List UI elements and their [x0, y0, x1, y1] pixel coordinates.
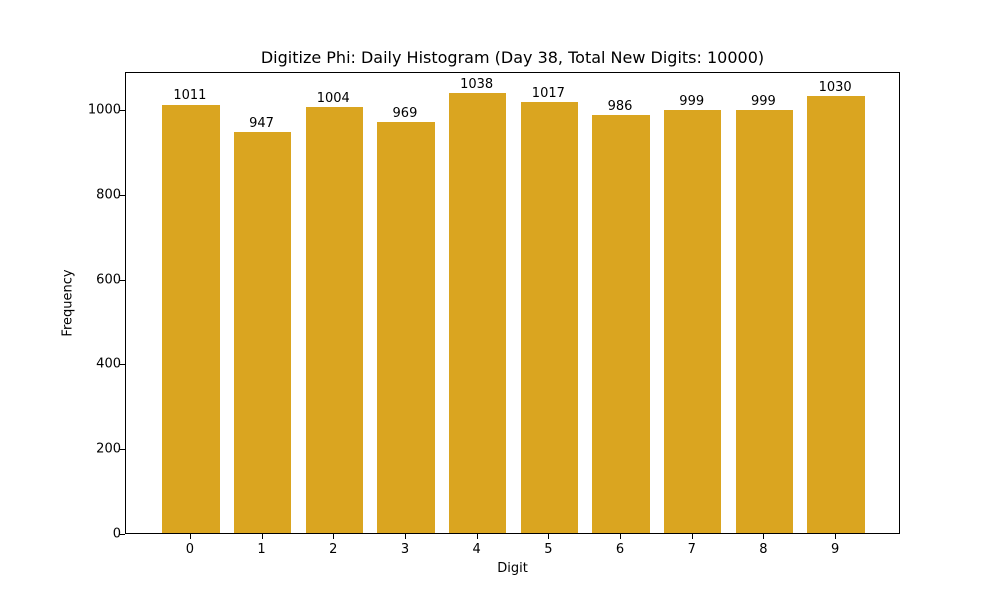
bar-digit-6	[592, 115, 650, 533]
x-tick-label: 5	[544, 542, 553, 557]
x-tick-label: 2	[329, 542, 338, 557]
bar-digit-2	[305, 107, 363, 533]
x-tick-label: 3	[400, 542, 410, 557]
x-tick-mark	[261, 534, 263, 539]
x-tick-mark	[691, 534, 693, 539]
bar-digit-8	[735, 109, 794, 533]
x-tick-label: 9	[830, 542, 840, 557]
x-tick-mark	[476, 534, 478, 539]
y-tick-mark	[120, 449, 125, 451]
x-tick-mark	[620, 534, 622, 539]
bar-digit-4	[448, 93, 507, 533]
x-tick-label: 1	[257, 542, 266, 557]
y-tick-label: 800	[96, 187, 121, 203]
y-tick-label: 400	[96, 356, 121, 372]
bar-digit-1	[233, 131, 292, 533]
y-tick-mark	[120, 534, 125, 535]
x-tick-mark	[763, 534, 765, 539]
y-tick-mark	[120, 364, 125, 366]
y-tick-label: 1000	[87, 102, 121, 118]
bar-value-label: 999	[751, 93, 776, 109]
bar-value-label: 1038	[460, 77, 494, 93]
plot-area	[125, 72, 900, 534]
bar-digit-3	[377, 122, 435, 533]
y-tick-mark	[120, 194, 125, 196]
x-tick-mark	[404, 534, 406, 539]
bar-value-label: 1004	[316, 91, 350, 107]
bar-value-label: 999	[679, 93, 705, 109]
x-tick-label: 4	[472, 542, 481, 557]
bar-digit-5	[520, 101, 578, 533]
y-tick-label: 200	[96, 441, 121, 457]
x-tick-mark	[548, 534, 550, 539]
bar-digit-7	[664, 109, 722, 533]
y-tick-mark	[120, 110, 125, 112]
x-axis-label: Digit	[497, 561, 528, 576]
bar-value-label: 986	[607, 99, 633, 115]
bar-value-label: 969	[392, 106, 418, 122]
x-tick-mark	[333, 534, 335, 539]
x-tick-label: 6	[615, 542, 625, 557]
bar-value-label: 947	[249, 115, 274, 131]
y-tick-label: 0	[112, 526, 121, 542]
y-tick-mark	[120, 279, 125, 281]
bar-value-label: 1011	[173, 88, 207, 104]
bar-digit-9	[807, 96, 865, 533]
y-axis-label: Frequency	[60, 269, 76, 337]
x-tick-label: 8	[759, 542, 768, 557]
chart-title: Digitize Phi: Daily Histogram (Day 38, T…	[260, 48, 765, 67]
x-tick-mark	[835, 534, 837, 539]
y-tick-label: 600	[96, 272, 121, 288]
x-tick-mark	[189, 534, 191, 539]
x-tick-label: 0	[185, 542, 195, 557]
bar-value-label: 1017	[531, 85, 565, 101]
bar-digit-0	[162, 104, 220, 533]
bar-value-label: 1030	[818, 80, 852, 96]
x-tick-label: 7	[687, 542, 696, 557]
